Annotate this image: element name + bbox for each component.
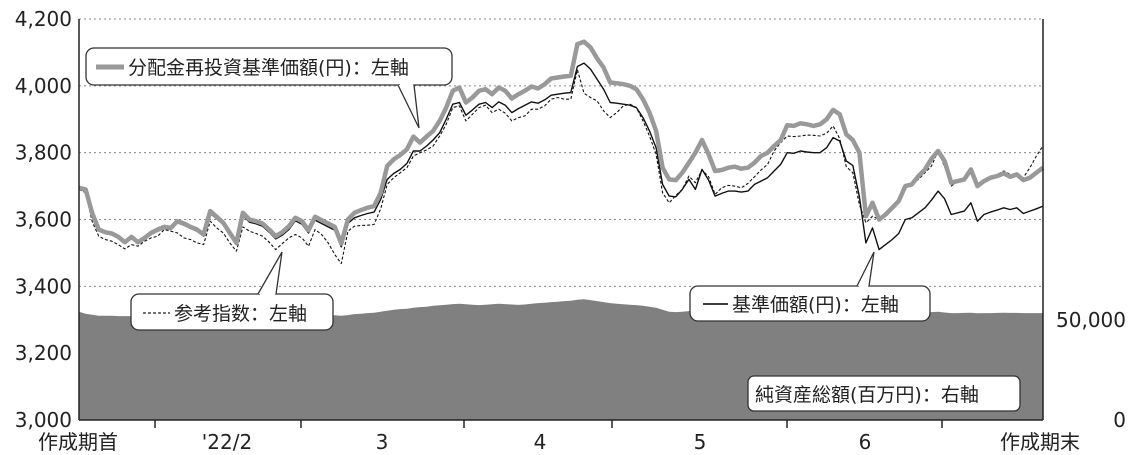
x-tick-label: 作成期末 [1000,430,1080,454]
y-left-tick-label: 3,000 [15,408,72,432]
legend-box-nav-reinvested [85,47,453,86]
x-tick-label: 5 [694,430,707,454]
x-tick-label: '22/2 [202,430,252,454]
x-tick-label: 4 [534,430,547,454]
legend-label-net-assets: 純資産総額(百万円)：右軸 [755,384,979,406]
legend-pointer-nav-reinvested [397,84,420,129]
y-left-tick-label: 4,200 [15,7,72,31]
series-lines [78,39,1045,265]
y-left-tick-label: 3,600 [15,208,72,232]
y-right-tick-label: 0 [1113,408,1126,432]
legend-pointer-reference-index [257,251,283,295]
series-line-nav-reinvested [78,39,1045,246]
y-left-tick-label: 3,800 [15,141,72,165]
legend-label-nav: 基準価額(円)：左軸 [732,294,899,316]
tick-labels: 3,000 3,200 3,400 3,600 3,800 4,000 4,200 0 50,0… [15,7,1126,454]
y-right-tick-label: 50,000 [1056,308,1126,332]
legend-label-nav-reinvested: 分配金再投資基準価額(円)：左軸 [128,57,409,79]
axes [78,19,1044,428]
y-left-tick-label: 3,200 [15,341,72,365]
y-left-tick-label: 3,400 [15,274,72,298]
x-tick-label: 3 [376,430,389,454]
legend-box-reference-index [130,293,334,331]
y-left-tick-label: 4,000 [15,74,72,98]
legend-label-reference-index: 参考指数：左軸 [174,303,307,325]
legend-box-nav [689,285,931,322]
x-tick-label: 作成期首 [38,430,118,454]
legend-pointer-nav [856,251,875,287]
x-tick-label: 6 [859,430,872,454]
legend-box-net-assets [747,375,1021,412]
